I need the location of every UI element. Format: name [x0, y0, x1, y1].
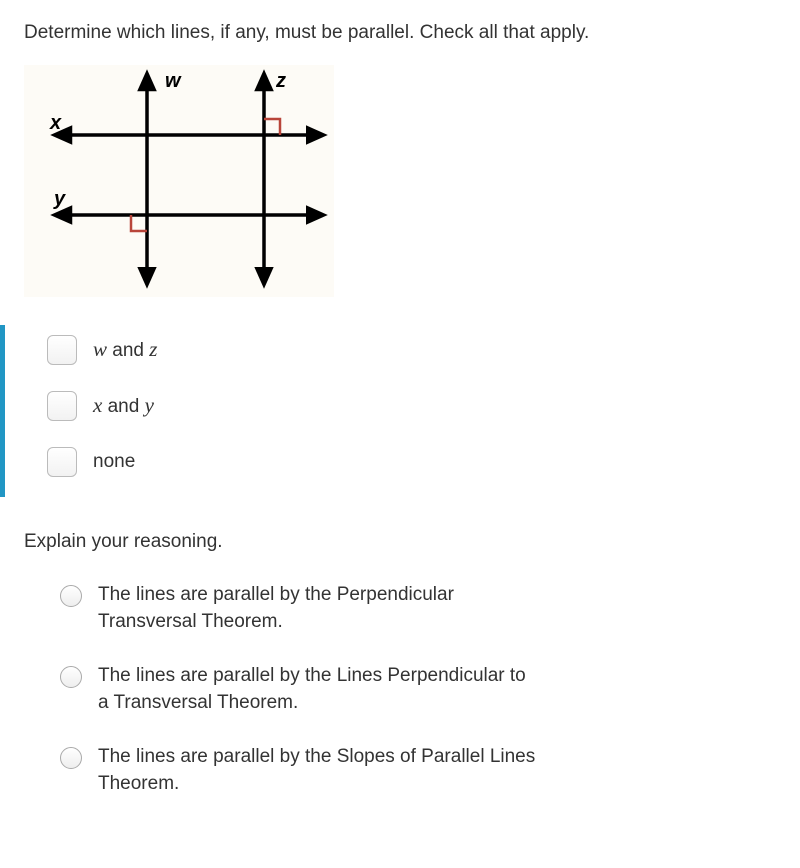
checkbox-icon [47, 335, 77, 365]
perp-marker-xz [264, 119, 280, 135]
var-y: y [145, 393, 154, 417]
radio-options-group: The lines are parallel by the Perpendicu… [24, 581, 776, 798]
label-y: y [53, 188, 66, 210]
label-w: w [165, 70, 182, 92]
radio-icon [60, 585, 82, 607]
radio-option-1[interactable]: The lines are parallel by the Perpendicu… [60, 581, 776, 636]
checkbox-label-none: none [93, 451, 135, 473]
var-x: x [93, 393, 102, 417]
explain-heading: Explain your reasoning. [24, 531, 776, 553]
var-z: z [149, 337, 157, 361]
checkbox-option-wz[interactable]: w and z [47, 335, 776, 365]
radio-icon [60, 747, 82, 769]
checkbox-option-xy[interactable]: x and y [47, 391, 776, 421]
radio-label-3: The lines are parallel by the Slopes of … [98, 743, 538, 798]
checkbox-label-wz: w and z [93, 337, 157, 362]
radio-icon [60, 666, 82, 688]
radio-option-3[interactable]: The lines are parallel by the Slopes of … [60, 743, 776, 798]
geometry-diagram: w z x y [24, 65, 334, 297]
var-w: w [93, 337, 107, 361]
label-x: x [49, 112, 62, 134]
radio-label-2: The lines are parallel by the Lines Perp… [98, 662, 538, 717]
checkbox-options-group: w and z x and y none [0, 325, 776, 497]
conj-and: and [107, 340, 149, 361]
question-container: Determine which lines, if any, must be p… [0, 0, 800, 844]
radio-label-1: The lines are parallel by the Perpendicu… [98, 581, 538, 636]
conj-and: and [102, 396, 144, 417]
diagram-svg: w z x y [24, 65, 334, 297]
checkbox-icon [47, 391, 77, 421]
checkbox-label-xy: x and y [93, 393, 154, 418]
perp-marker-yw [131, 215, 147, 231]
radio-option-2[interactable]: The lines are parallel by the Lines Perp… [60, 662, 776, 717]
checkbox-option-none[interactable]: none [47, 447, 776, 477]
label-z: z [275, 70, 286, 92]
question-text: Determine which lines, if any, must be p… [24, 20, 776, 47]
checkbox-icon [47, 447, 77, 477]
